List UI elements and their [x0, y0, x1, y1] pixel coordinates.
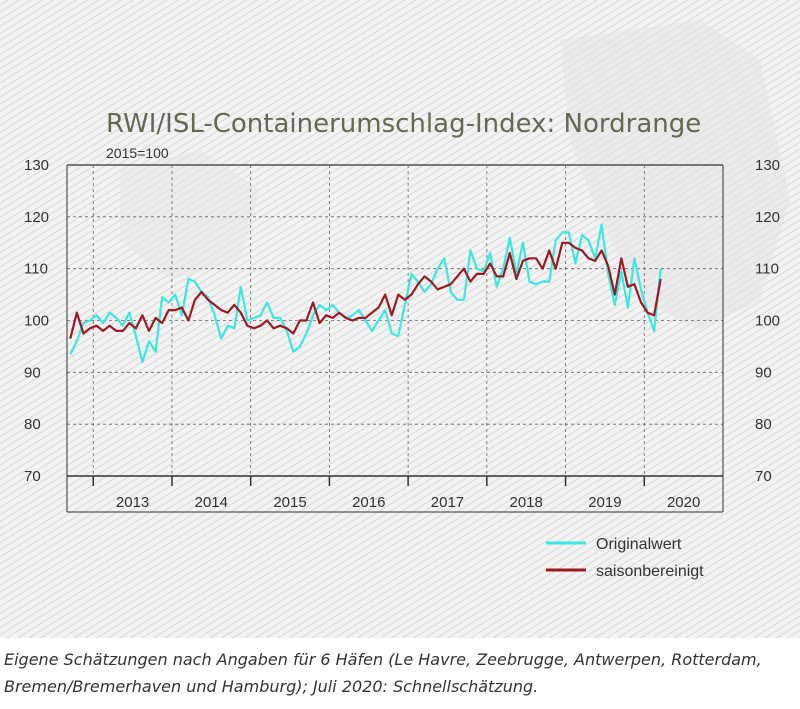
x-label-2014: 2014: [195, 494, 228, 511]
footnote-line-1: Eigene Schätzungen nach Angaben für 6 Hä…: [4, 650, 762, 669]
y-tick-left-100: 100: [24, 313, 49, 330]
series-line-saisonbereinigt: [69, 241, 662, 339]
series-group: [69, 223, 662, 364]
legend: Originalwert saisonbereinigt: [546, 536, 704, 580]
grid: [66, 164, 724, 512]
footnote: Eigene Schätzungen nach Angaben für 6 Hä…: [4, 646, 796, 700]
y-tick-right-120: 120: [755, 209, 780, 226]
legend-label-originalwert: Originalwert: [596, 536, 682, 553]
y-axis-right: 70 80 90 100 110 120 130: [755, 157, 780, 485]
y-tick-left-80: 80: [24, 416, 41, 433]
x-label-2017: 2017: [431, 494, 464, 511]
chart-title: RWI/ISL-Containerumschlag-Index: Nordran…: [106, 109, 701, 139]
x-label-2015: 2015: [273, 494, 306, 511]
y-tick-left-90: 90: [24, 364, 41, 381]
chart-subtitle: 2015=100: [106, 145, 169, 161]
series-line-originalwert: [69, 223, 662, 364]
footnote-line-2: Bremen/Bremerhaven und Hamburg); Juli 20…: [4, 677, 539, 696]
x-label-2016: 2016: [352, 494, 385, 511]
y-tick-left-120: 120: [24, 209, 49, 226]
legend-label-saisonbereinigt: saisonbereinigt: [596, 563, 704, 580]
y-tick-right-130: 130: [755, 157, 780, 174]
y-tick-right-80: 80: [755, 416, 772, 433]
x-label-2019: 2019: [588, 494, 621, 511]
x-label-2018: 2018: [510, 494, 543, 511]
y-tick-right-90: 90: [755, 364, 772, 381]
y-tick-right-100: 100: [755, 313, 780, 330]
y-tick-left-130: 130: [24, 157, 49, 174]
x-axis: 2013 2014 2015 2016 2017 2018 2019 2020: [67, 475, 723, 513]
x-label-2013: 2013: [116, 494, 149, 511]
y-tick-right-110: 110: [755, 261, 779, 278]
y-tick-left-110: 110: [24, 261, 48, 278]
chart-figure: RWI/ISL-Containerumschlag-Index: Nordran…: [0, 0, 800, 638]
background-map-shapes: [120, 20, 790, 330]
y-tick-left-70: 70: [24, 468, 41, 485]
y-axis-left: 70 80 90 100 110 120 130: [24, 157, 49, 485]
line-chart: RWI/ISL-Containerumschlag-Index: Nordran…: [24, 20, 790, 580]
y-tick-right-70: 70: [755, 468, 772, 485]
x-label-2020: 2020: [667, 494, 700, 511]
